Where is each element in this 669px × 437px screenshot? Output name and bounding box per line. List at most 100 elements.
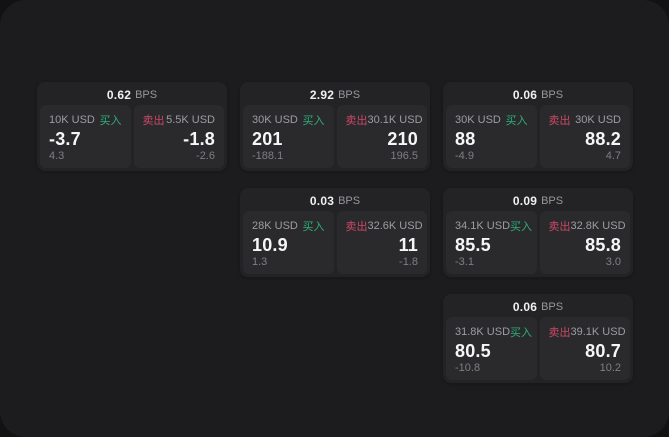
buy-panel-top: 10K USD 买入 (49, 112, 122, 128)
bps-unit-label: BPS (541, 89, 564, 101)
buy-panel-top: 30K USD 买入 (252, 112, 325, 128)
buy-panel-top: 28K USD 买入 (252, 218, 325, 234)
buy-sub-value: 1.3 (252, 256, 268, 268)
buy-side-label: 买入 (99, 115, 122, 127)
buy-price-value: 85.5 (455, 235, 491, 255)
sell-panel-top: 卖出 32.8K USD (548, 218, 626, 234)
sell-sub-value: -1.8 (399, 256, 418, 268)
buy-panel-top: 34.1K USD 买入 (455, 218, 532, 234)
quote-card: 0.03 BPS 28K USD 买入 10.9 1.3 卖出 32.6K US… (240, 188, 430, 277)
sell-price-value: 11 (398, 235, 418, 255)
bps-unit-label: BPS (135, 89, 158, 101)
buy-price-value: 88 (455, 129, 476, 149)
buy-panel[interactable]: 28K USD 买入 10.9 1.3 (243, 211, 334, 274)
buy-amount-label: 30K USD (455, 114, 501, 126)
buy-amount-label: 30K USD (252, 114, 298, 126)
sell-panel[interactable]: 卖出 32.8K USD 85.8 3.0 (539, 211, 630, 274)
sell-panel[interactable]: 卖出 30.1K USD 210 196.5 (336, 105, 427, 168)
sell-price-value: 80.7 (585, 341, 621, 361)
sell-panel[interactable]: 卖出 39.1K USD 80.7 10.2 (539, 317, 630, 380)
bps-value: 0.06 (512, 300, 538, 314)
quote-panels: 28K USD 买入 10.9 1.3 卖出 32.6K USD 11 -1.8 (243, 211, 427, 274)
bps-value: 0.62 (106, 88, 132, 102)
quote-card: 0.62 BPS 10K USD 买入 -3.7 4.3 卖出 5.5K USD (37, 82, 227, 171)
buy-sub-value: -3.1 (455, 256, 474, 268)
bps-value: 0.09 (512, 194, 538, 208)
quote-panels: 31.8K USD 买入 80.5 -10.8 卖出 39.1K USD 80.… (446, 317, 630, 380)
sell-amount-label: 5.5K USD (166, 114, 215, 126)
buy-amount-label: 10K USD (49, 114, 95, 126)
quote-cards-grid: 0.62 BPS 10K USD 买入 -3.7 4.3 卖出 5.5K USD (37, 82, 633, 383)
buy-amount-label: 34.1K USD (455, 220, 511, 232)
sell-panel[interactable]: 卖出 5.5K USD -1.8 -2.6 (133, 105, 224, 168)
sell-panel-top: 卖出 30K USD (549, 112, 622, 128)
sell-side-label: 卖出 (548, 115, 571, 127)
bps-header: 2.92 BPS (243, 85, 427, 105)
bps-header: 0.06 BPS (446, 85, 630, 105)
buy-side-label: 买入 (510, 221, 533, 233)
bps-value: 0.03 (309, 194, 335, 208)
quote-panels: 30K USD 买入 88 -4.9 卖出 30K USD 88.2 4.7 (446, 105, 630, 168)
quote-card: 0.06 BPS 31.8K USD 买入 80.5 -10.8 卖出 39.1… (443, 294, 633, 383)
sell-amount-label: 32.8K USD (570, 220, 626, 232)
sell-price-value: 210 (387, 129, 418, 149)
sell-panel-top: 卖出 39.1K USD (548, 324, 626, 340)
sell-price-value: -1.8 (183, 129, 215, 149)
quote-panels: 10K USD 买入 -3.7 4.3 卖出 5.5K USD -1.8 -2.… (40, 105, 224, 168)
sell-amount-label: 30.1K USD (367, 114, 423, 126)
quote-card: 0.09 BPS 34.1K USD 买入 85.5 -3.1 卖出 32.8K… (443, 188, 633, 277)
buy-side-label: 买入 (302, 221, 325, 233)
sell-sub-value: 196.5 (390, 150, 418, 162)
sell-panel[interactable]: 卖出 32.6K USD 11 -1.8 (336, 211, 427, 274)
sell-sub-value: 10.2 (599, 362, 621, 374)
sell-panel[interactable]: 卖出 30K USD 88.2 4.7 (539, 105, 630, 168)
sell-amount-label: 39.1K USD (570, 326, 626, 338)
sell-amount-label: 30K USD (575, 114, 621, 126)
buy-amount-label: 31.8K USD (455, 326, 511, 338)
sell-sub-value: -2.6 (196, 150, 215, 162)
quote-card: 2.92 BPS 30K USD 买入 201 -188.1 卖出 30.1K … (240, 82, 430, 171)
sell-side-label: 卖出 (548, 221, 571, 233)
buy-side-label: 买入 (510, 327, 533, 339)
sell-panel-top: 卖出 30.1K USD (345, 112, 423, 128)
sell-sub-value: 3.0 (605, 256, 621, 268)
buy-panel[interactable]: 30K USD 买入 88 -4.9 (446, 105, 537, 168)
bps-header: 0.09 BPS (446, 191, 630, 211)
buy-price-value: 80.5 (455, 341, 491, 361)
bps-value: 0.06 (512, 88, 538, 102)
bps-header: 0.06 BPS (446, 297, 630, 317)
bps-unit-label: BPS (338, 195, 361, 207)
sell-sub-value: 4.7 (605, 150, 621, 162)
sell-amount-label: 32.6K USD (367, 220, 423, 232)
buy-amount-label: 28K USD (252, 220, 298, 232)
sell-side-label: 卖出 (345, 115, 368, 127)
sell-panel-top: 卖出 5.5K USD (143, 112, 216, 128)
buy-sub-value: -10.8 (455, 362, 481, 374)
sell-price-value: 88.2 (585, 129, 621, 149)
sell-side-label: 卖出 (548, 327, 571, 339)
buy-sub-value: -188.1 (252, 150, 284, 162)
buy-sub-value: -4.9 (455, 150, 474, 162)
buy-price-value: -3.7 (49, 129, 81, 149)
quote-card: 0.06 BPS 30K USD 买入 88 -4.9 卖出 30K USD (443, 82, 633, 171)
bps-header: 0.03 BPS (243, 191, 427, 211)
buy-price-value: 10.9 (252, 235, 288, 255)
sell-side-label: 卖出 (345, 221, 368, 233)
quote-panels: 30K USD 买入 201 -188.1 卖出 30.1K USD 210 1… (243, 105, 427, 168)
sell-panel-top: 卖出 32.6K USD (345, 218, 423, 234)
sell-price-value: 85.8 (585, 235, 621, 255)
buy-panel[interactable]: 31.8K USD 买入 80.5 -10.8 (446, 317, 537, 380)
buy-panel[interactable]: 10K USD 买入 -3.7 4.3 (40, 105, 131, 168)
bps-value: 2.92 (309, 88, 335, 102)
quote-panels: 34.1K USD 买入 85.5 -3.1 卖出 32.8K USD 85.8… (446, 211, 630, 274)
buy-price-value: 201 (252, 129, 283, 149)
sell-side-label: 卖出 (142, 115, 165, 127)
buy-side-label: 买入 (302, 115, 325, 127)
buy-panel[interactable]: 34.1K USD 买入 85.5 -3.1 (446, 211, 537, 274)
bps-unit-label: BPS (541, 195, 564, 207)
buy-sub-value: 4.3 (49, 150, 65, 162)
buy-panel[interactable]: 30K USD 买入 201 -188.1 (243, 105, 334, 168)
buy-side-label: 买入 (505, 115, 528, 127)
bps-unit-label: BPS (338, 89, 361, 101)
